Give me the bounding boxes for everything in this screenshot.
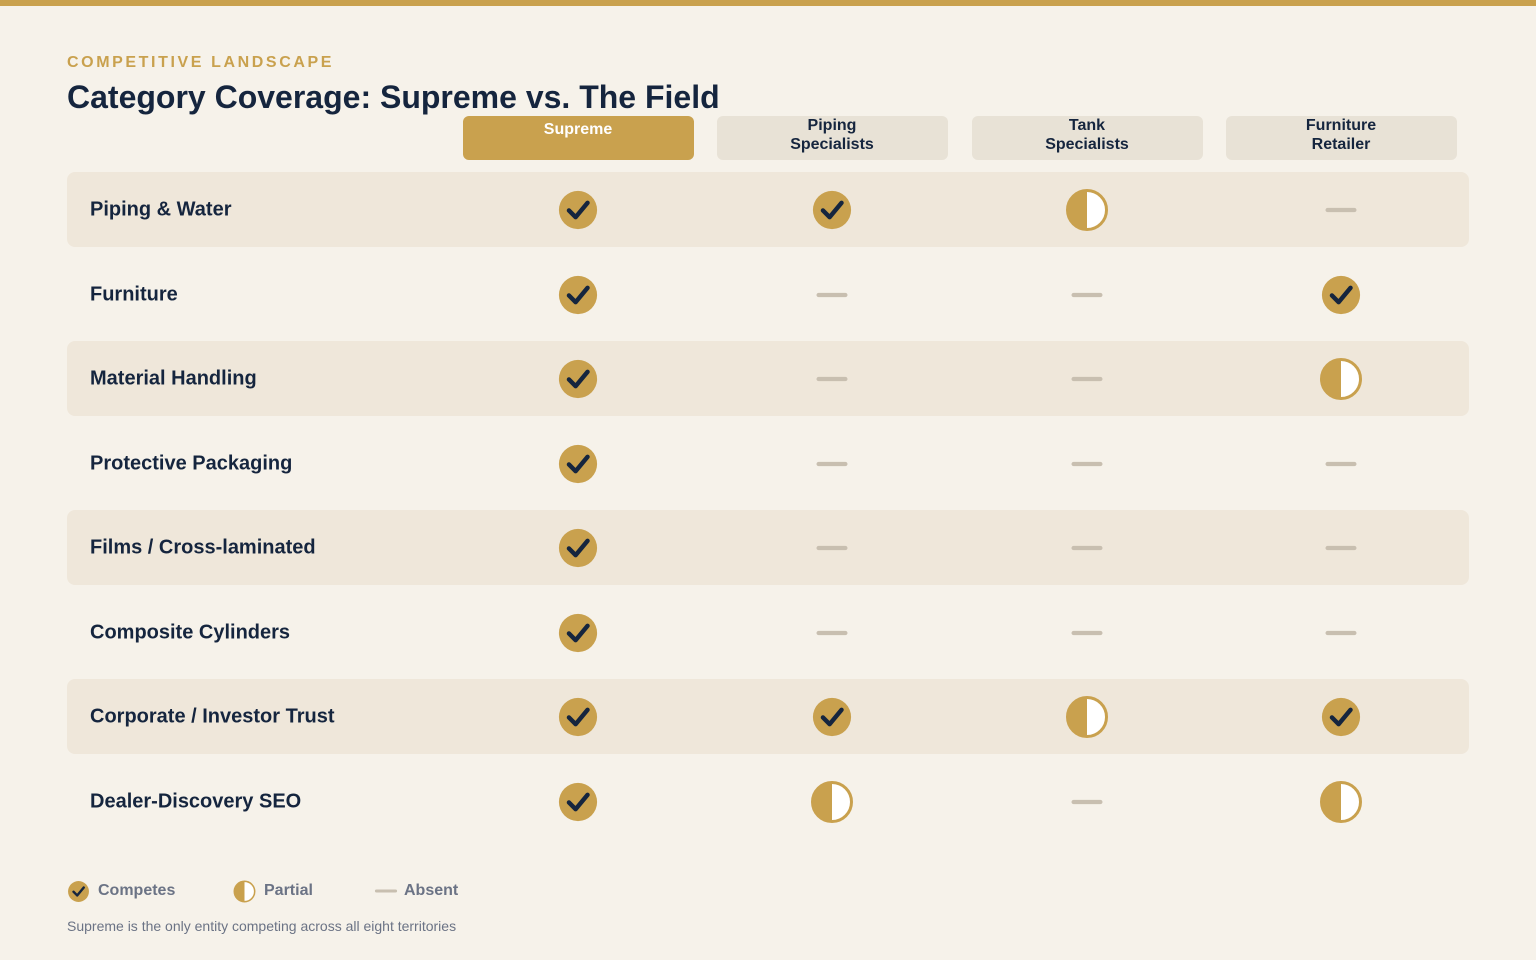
section-eyebrow: COMPETITIVE LANDSCAPE [67,54,335,71]
column-header-furniture-retailer: Furniture Retailer [1225,116,1457,160]
check-circle-icon [556,526,600,570]
legend-label: Partial [264,882,313,899]
matrix-row-protective-packaging: Protective Packaging [67,426,1469,501]
legend-item-absent: Absent [371,879,458,903]
matrix-row-composite-cylinders: Composite Cylinders [67,595,1469,670]
row-label: Dealer-Discovery SEO [90,790,302,812]
dash-icon [1319,611,1363,655]
column-header-tank-specialists: Tank Specialists [971,116,1203,160]
check-circle-icon [67,880,90,903]
check-circle-icon [810,695,854,739]
check-circle-icon [556,188,600,232]
half-circle-icon [233,880,256,903]
dash-icon [810,357,854,401]
half-circle-icon [1065,695,1109,739]
legend-label: Competes [98,882,176,899]
legend-item-partial: Partial [233,879,313,903]
column-header-label: Tank Specialists [1045,117,1129,153]
page-title: Category Coverage: Supreme vs. The Field [67,79,720,115]
row-label: Furniture [90,283,178,305]
dash-icon [1065,357,1109,401]
check-circle-icon [556,780,600,824]
check-circle-icon [1319,273,1363,317]
matrix-row-films-cross-laminated: Films / Cross-laminated [67,510,1469,585]
row-label: Corporate / Investor Trust [90,705,335,727]
matrix-row-material-handling: Material Handling [67,341,1469,416]
dash-icon [1319,526,1363,570]
half-circle-icon [810,780,854,824]
dash-icon [371,876,401,906]
half-circle-icon [1065,188,1109,232]
column-header-supreme: Supreme [462,116,694,160]
dash-icon [1065,780,1109,824]
check-circle-icon [556,273,600,317]
column-header-label: Piping Specialists [790,117,874,153]
dash-icon [1065,273,1109,317]
legend-label: Absent [404,882,459,899]
footnote: Supreme is the only entity competing acr… [67,918,457,934]
check-circle-icon [810,188,854,232]
dash-icon [810,611,854,655]
dash-icon [1319,442,1363,486]
top-accent-bar [0,0,1536,6]
dash-icon [1065,611,1109,655]
check-circle-icon [556,611,600,655]
check-circle-icon [556,695,600,739]
dash-icon [810,526,854,570]
legend-item-competes: Competes [67,879,175,903]
dash-icon [810,273,854,317]
matrix-row-dealer-discovery-seo: Dealer-Discovery SEO [67,764,1469,839]
check-circle-icon [556,357,600,401]
half-circle-icon [1319,780,1363,824]
check-circle-icon [556,442,600,486]
check-circle-icon [1319,695,1363,739]
row-label: Films / Cross-laminated [90,536,316,558]
dash-icon [810,442,854,486]
row-label: Piping & Water [90,198,232,220]
matrix-row-piping-water: Piping & Water [67,172,1469,247]
dash-icon [1319,188,1363,232]
matrix-row-corporate-investor-trust: Corporate / Investor Trust [67,679,1469,754]
row-label: Material Handling [90,367,257,389]
row-label: Protective Packaging [90,452,293,474]
matrix-row-furniture: Furniture [67,257,1469,332]
dash-icon [1065,526,1109,570]
half-circle-icon [1319,357,1363,401]
column-header-label: Supreme [543,121,613,138]
dash-icon [1065,442,1109,486]
column-header-piping-specialists: Piping Specialists [716,116,948,160]
row-label: Composite Cylinders [90,621,291,643]
column-header-label: Furniture Retailer [1305,117,1377,153]
